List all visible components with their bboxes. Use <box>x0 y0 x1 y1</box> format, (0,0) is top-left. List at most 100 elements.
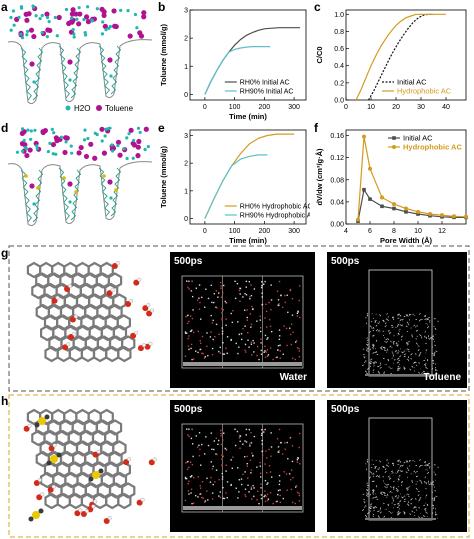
water-atom <box>201 496 203 499</box>
water-atom <box>224 447 226 450</box>
water-atom <box>237 321 239 323</box>
water-atom <box>281 453 284 455</box>
x-axis-label: Time (min) <box>229 236 267 245</box>
toluene-atom <box>385 464 387 466</box>
water-atom <box>250 294 253 297</box>
water-atom <box>294 486 297 488</box>
water-molecule <box>21 149 25 153</box>
data-point <box>404 206 408 211</box>
water-atom <box>244 292 246 295</box>
water-molecule <box>45 15 50 20</box>
data-point <box>362 187 366 192</box>
toluene-atom <box>386 459 388 462</box>
water-molecule <box>53 15 57 20</box>
y-axis-label: C/C0 <box>315 46 324 63</box>
sim-toluene-label: Toluene <box>423 372 461 383</box>
hydrogen-atom <box>78 508 83 513</box>
legend-label: RH90% Hydrophobic AC <box>240 213 310 220</box>
toluene-atom <box>387 329 390 332</box>
toluene-atom <box>379 347 383 350</box>
y-tick-label: 0.4 <box>334 63 344 70</box>
water-atom <box>278 483 281 486</box>
water-atom <box>185 332 188 334</box>
hydrophobic-group <box>74 190 78 194</box>
water-atom <box>201 296 203 299</box>
toluene-atom <box>397 352 399 354</box>
oxygen-atom <box>133 279 140 286</box>
oxygen-atom <box>48 445 55 452</box>
oxygen-atom <box>64 285 71 292</box>
water-molecule <box>32 202 36 206</box>
water-atom <box>288 327 291 329</box>
water-atom <box>270 455 272 457</box>
water-atom <box>221 330 224 333</box>
water-atom <box>287 311 289 314</box>
water-atom <box>184 476 187 479</box>
data-point <box>380 195 384 200</box>
water-atom <box>245 351 247 353</box>
chart-c: 0 10 20 30 40 0.0 0.2 0.4 0.6 0.8 1.0 C/C0 Initial A… <box>315 9 467 111</box>
water-atom <box>225 302 227 304</box>
water-atom <box>201 335 204 338</box>
toluene-atom <box>432 338 434 341</box>
water-atom <box>184 499 187 502</box>
toluene-atom <box>379 511 382 514</box>
toluene-atom <box>431 367 434 371</box>
toluene-molecule <box>45 27 51 33</box>
toluene-atom <box>390 485 392 488</box>
water-molecule <box>108 24 112 29</box>
toluene-atom <box>424 364 427 367</box>
water-atom <box>212 319 214 322</box>
water-atom <box>252 308 254 311</box>
toluene-atom <box>375 470 378 473</box>
toluene-atom <box>415 329 419 332</box>
y-tick-label: 0.08 <box>330 177 344 184</box>
plot-frame <box>345 129 467 225</box>
toluene-atom <box>419 334 422 337</box>
water-atom <box>207 444 210 447</box>
water-molecule <box>31 4 35 8</box>
water-atom <box>261 281 263 283</box>
water-atom <box>279 480 281 482</box>
water-atom <box>264 317 266 319</box>
water-atom <box>261 284 263 287</box>
toluene-atom <box>397 365 400 368</box>
toluene-atom <box>405 325 408 328</box>
water-atom <box>260 349 263 352</box>
water-atom <box>245 294 248 296</box>
water-atom <box>209 481 212 483</box>
toluene-atom <box>372 497 375 499</box>
water-molecule <box>101 20 105 24</box>
x-axis-label: Pore Width (Å) <box>380 236 433 245</box>
water-atom <box>222 309 225 311</box>
water-atom <box>256 499 258 501</box>
data-point <box>416 209 420 214</box>
hydrogen-atom <box>93 499 98 504</box>
toluene-atom <box>369 330 371 334</box>
toluene-atom <box>395 326 397 328</box>
water-atom <box>286 294 288 296</box>
toluene-atom <box>396 344 398 347</box>
water-atom <box>210 314 212 317</box>
water-atom <box>199 487 202 489</box>
toluene-atom <box>434 489 437 492</box>
water-atom <box>192 358 195 360</box>
toluene-atom <box>379 366 382 369</box>
water-atom <box>269 347 272 349</box>
hydrogen-atom <box>107 516 112 521</box>
toluene-molecule <box>77 11 83 17</box>
toluene-atom <box>397 497 399 499</box>
water-atom <box>189 476 192 478</box>
water-atom <box>189 315 192 317</box>
water-atom <box>268 301 270 304</box>
toluene-atom <box>371 459 373 461</box>
water-atom <box>259 465 262 467</box>
water-atom <box>289 437 291 439</box>
legend-label: RH0% Initial AC <box>240 80 290 87</box>
toluene-atom <box>432 483 434 486</box>
toluene-atom <box>385 338 388 341</box>
toluene-atom <box>392 316 394 319</box>
water-atom <box>252 484 254 487</box>
toluene-molecule <box>101 9 107 15</box>
toluene-atom <box>397 368 400 371</box>
